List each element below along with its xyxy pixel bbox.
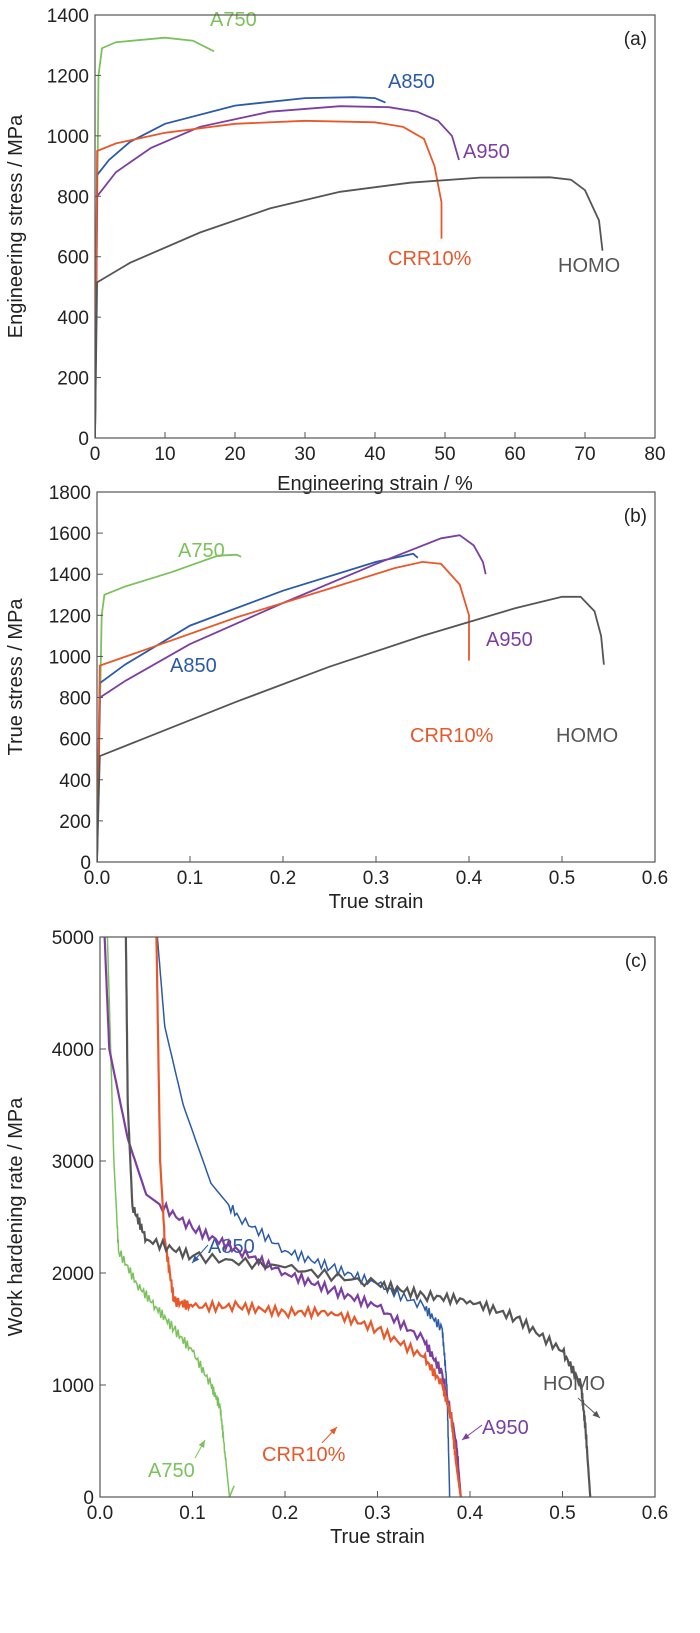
x-tick-label: 0.3 <box>363 868 389 889</box>
x-tick-label: 20 <box>224 444 245 465</box>
y-tick-label: 0 <box>78 429 89 450</box>
series-label: A950 <box>486 629 533 651</box>
y-tick-label: 4000 <box>52 1040 94 1061</box>
x-tick-label: 30 <box>294 444 315 465</box>
series-label: A850 <box>388 71 435 93</box>
series-label: CRR10% <box>262 1444 346 1466</box>
x-tick-label: 0.2 <box>272 1503 298 1524</box>
y-axis-label: Work hardening rate / MPa <box>5 1097 27 1337</box>
y-tick-label: 1000 <box>47 127 89 148</box>
series-line-a950 <box>103 937 462 1497</box>
x-tick-label: 0.3 <box>364 1503 390 1524</box>
x-tick-label: 0.6 <box>642 868 668 889</box>
series-line-a950 <box>97 534 487 862</box>
y-tick-label: 200 <box>57 369 89 390</box>
y-tick-label: 1200 <box>49 606 91 627</box>
y-tick-label: 1600 <box>49 524 91 545</box>
arrow-head-icon <box>329 1427 337 1435</box>
y-tick-label: 2000 <box>52 1264 94 1285</box>
x-tick-label: 60 <box>504 444 525 465</box>
x-axis-label: Engineering strain / % <box>277 473 473 495</box>
x-tick-label: 0.1 <box>177 868 203 889</box>
y-tick-label: 400 <box>57 308 89 329</box>
y-tick-label: 600 <box>57 248 89 269</box>
x-tick-label: 0.5 <box>549 868 575 889</box>
series-label: HOMO <box>543 1373 605 1395</box>
series-label: A850 <box>170 655 217 677</box>
y-tick-label: 400 <box>59 771 91 792</box>
series-label: A750 <box>178 540 225 562</box>
series-label: A750 <box>148 1460 195 1482</box>
x-tick-label: 0.0 <box>87 1503 113 1524</box>
x-tick-label: 50 <box>434 444 455 465</box>
x-tick-label: 0.2 <box>270 868 296 889</box>
x-tick-label: 0.1 <box>179 1503 205 1524</box>
y-tick-label: 5000 <box>52 928 94 949</box>
series-label: A950 <box>463 141 510 163</box>
y-tick-label: 3000 <box>52 1152 94 1173</box>
panel-label: (c) <box>625 951 647 972</box>
panel-label: (b) <box>624 506 647 527</box>
series-line-a850 <box>95 96 386 438</box>
series-label: A750 <box>210 9 257 31</box>
y-tick-label: 1200 <box>47 66 89 87</box>
arrow-head-icon <box>592 1410 600 1418</box>
x-tick-label: 0.6 <box>642 1503 668 1524</box>
series-label: CRR10% <box>388 248 472 270</box>
series-label: A950 <box>482 1417 529 1439</box>
y-tick-label: 800 <box>57 187 89 208</box>
series-line-a850 <box>156 937 451 1497</box>
y-tick-label: 1400 <box>47 6 89 27</box>
y-tick-label: 0 <box>80 853 91 874</box>
x-tick-label: 10 <box>154 444 175 465</box>
plot-frame <box>94 14 656 439</box>
series-line-homo <box>95 176 604 438</box>
series-line-a750 <box>95 36 215 438</box>
y-tick-label: 1800 <box>49 483 91 504</box>
series-line-homo <box>124 937 592 1497</box>
arrow-head-icon <box>198 1440 205 1448</box>
y-axis-label: Engineering stress / MPa <box>5 114 27 338</box>
y-tick-label: 600 <box>59 730 91 751</box>
y-tick-label: 200 <box>59 812 91 833</box>
y-tick-label: 1000 <box>52 1376 94 1397</box>
series-line-a750 <box>106 937 235 1497</box>
y-tick-label: 800 <box>59 689 91 710</box>
x-tick-label: 0.4 <box>456 868 483 889</box>
x-tick-label: 0.5 <box>549 1503 575 1524</box>
series-line-crr10pct <box>155 937 462 1497</box>
y-tick-label: 1000 <box>49 647 91 668</box>
series-line-crr10pct <box>97 560 470 862</box>
x-tick-label: 40 <box>364 444 385 465</box>
panel-label: (a) <box>624 29 647 50</box>
x-tick-label: 70 <box>574 444 595 465</box>
y-tick-label: 1400 <box>49 565 91 586</box>
series-label: HOMO <box>558 255 620 277</box>
series-line-homo <box>97 595 605 862</box>
y-axis-label: True stress / MPa <box>5 598 27 756</box>
x-tick-label: 80 <box>644 444 665 465</box>
x-tick-label: 0.0 <box>84 868 110 889</box>
series-line-a750 <box>97 553 242 862</box>
x-axis-label: True strain <box>329 891 424 913</box>
arrow-head-icon <box>462 1433 470 1440</box>
x-tick-label: 0 <box>90 444 101 465</box>
arrow-head-icon <box>192 1255 200 1263</box>
series-line-crr10pct <box>95 119 443 438</box>
series-line-a850 <box>97 552 419 862</box>
series-label: HOMO <box>556 725 618 747</box>
x-axis-label: True strain <box>330 1526 425 1548</box>
x-tick-label: 0.4 <box>457 1503 484 1524</box>
series-label: CRR10% <box>410 725 494 747</box>
panel-b: A750 A850 A950 CRR10% HOMO 0.0 0.1 0.2 0.3 0.4 0.5… <box>5 483 668 913</box>
y-tick-label: 0 <box>83 1488 94 1509</box>
series-line-a950 <box>95 105 460 438</box>
